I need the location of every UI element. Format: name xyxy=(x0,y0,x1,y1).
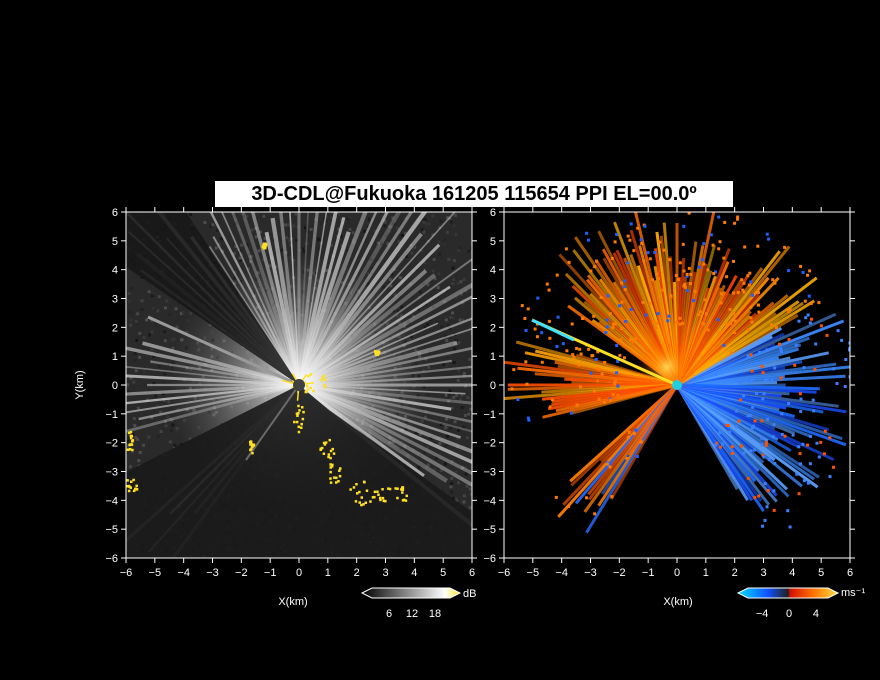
velocity-colorbar-tick-label: 0 xyxy=(786,608,792,620)
left-ytick-label: −5 xyxy=(105,524,118,536)
blocked-sector xyxy=(126,212,299,385)
left-xtick-label: 2 xyxy=(354,567,360,579)
right-ytick-label: −5 xyxy=(483,524,496,536)
left-xtick-label: 1 xyxy=(325,567,331,579)
velocity-unit: ms⁻¹ xyxy=(841,587,865,599)
narrow-beam xyxy=(245,384,300,461)
blocked-sector xyxy=(126,385,472,558)
left-ytick-label: −3 xyxy=(105,467,118,479)
right-xtick-label: 5 xyxy=(818,567,824,579)
right-ytick-label: 5 xyxy=(490,236,496,248)
left-xtick-label: −5 xyxy=(149,567,162,579)
left-xtick-label: 0 xyxy=(296,567,302,579)
right-ytick-label: −2 xyxy=(483,438,496,450)
narrow-beam xyxy=(147,315,300,387)
velocity-colorbar: ms⁻¹ −4 0 4 xyxy=(736,587,865,620)
reflectivity-panel xyxy=(126,212,472,558)
narrow-beam xyxy=(628,384,678,456)
radar-site xyxy=(293,379,305,391)
velocity-panel xyxy=(504,212,850,558)
right-xtick-label: −1 xyxy=(642,567,655,579)
right-xtick-label: −4 xyxy=(555,567,568,579)
right-ytick-label: 4 xyxy=(490,265,496,277)
strong-echo xyxy=(126,242,408,507)
narrow-beam xyxy=(531,318,575,342)
left-ytick-label: −4 xyxy=(105,495,118,507)
right-ytick-label: −3 xyxy=(483,467,496,479)
right-ytick-label: −1 xyxy=(483,409,496,421)
radar-site xyxy=(672,380,682,390)
velocity-speckle xyxy=(510,212,850,529)
right-xlabel: X(km) xyxy=(663,596,692,608)
left-ytick-label: 1 xyxy=(112,351,118,363)
velocity-colorbar-tick-label: −4 xyxy=(756,608,769,620)
left-ytick-label: 0 xyxy=(112,380,118,392)
left-xtick-label: 4 xyxy=(411,567,417,579)
right-xtick-label: 0 xyxy=(674,567,680,579)
right-ytick-label: 2 xyxy=(490,322,496,334)
right-ytick-label: 6 xyxy=(490,207,496,219)
left-xtick-label: 6 xyxy=(469,567,475,579)
db-unit: dB xyxy=(463,588,476,600)
left-ytick-label: −2 xyxy=(105,438,118,450)
chart-title: 3D-CDL@Fukuoka 161205 115654 PPI EL=00.0… xyxy=(215,181,733,207)
velocity-glow xyxy=(637,337,697,397)
right-xtick-label: 4 xyxy=(789,567,795,579)
right-xtick-label: 1 xyxy=(703,567,709,579)
right-ytick-label: −6 xyxy=(483,553,496,565)
velocity-axes: −6 −5 −4 −3 −2 −1 0 1 2 3 4 5 6 −6 −5 −4 −3 −2 −1 0 1 2 3 4 5 6 xyxy=(483,207,855,579)
left-xtick-label: −2 xyxy=(235,567,248,579)
left-xtick-label: 5 xyxy=(440,567,446,579)
left-ytick-label: 3 xyxy=(112,294,118,306)
right-ytick-label: 0 xyxy=(490,380,496,392)
db-colorbar-tick-label: 6 xyxy=(386,608,392,620)
left-xlabel: X(km) xyxy=(278,596,307,608)
db-colorbar-tick-label: 18 xyxy=(429,608,441,620)
left-ytick-label: 2 xyxy=(112,322,118,334)
left-xtick-label: −6 xyxy=(120,567,133,579)
left-ytick-label: −1 xyxy=(105,409,118,421)
left-ytick-label: 4 xyxy=(112,265,118,277)
left-ytick-label: 5 xyxy=(112,236,118,248)
right-xtick-label: 2 xyxy=(732,567,738,579)
right-xtick-label: −5 xyxy=(527,567,540,579)
left-xtick-label: −1 xyxy=(264,567,277,579)
left-xtick-label: −3 xyxy=(206,567,219,579)
db-colorbar-tick-label: 12 xyxy=(406,608,418,620)
db-colorbar: dB 6 12 18 xyxy=(360,587,476,620)
left-ylabel: Y(km) xyxy=(74,370,86,399)
right-xtick-label: −3 xyxy=(584,567,597,579)
right-ytick-label: 1 xyxy=(490,351,496,363)
right-xtick-label: 6 xyxy=(847,567,853,579)
left-ytick-label: 6 xyxy=(112,207,118,219)
left-xtick-label: −4 xyxy=(177,567,190,579)
velocity-colorbar-tick-label: 4 xyxy=(813,608,819,620)
reflectivity-axes: −6 −5 −4 −3 −2 −1 0 1 2 3 4 5 6 −6 −5 −4 −3 −2 −1 0 1 2 3 4 5 6 xyxy=(105,207,477,579)
left-xtick-label: 3 xyxy=(382,567,388,579)
right-xtick-label: 3 xyxy=(760,567,766,579)
right-xtick-label: −2 xyxy=(613,567,626,579)
right-ytick-label: 3 xyxy=(490,294,496,306)
right-ytick-label: −4 xyxy=(483,495,496,507)
right-xtick-label: −6 xyxy=(498,567,511,579)
left-ytick-label: −6 xyxy=(105,553,118,565)
